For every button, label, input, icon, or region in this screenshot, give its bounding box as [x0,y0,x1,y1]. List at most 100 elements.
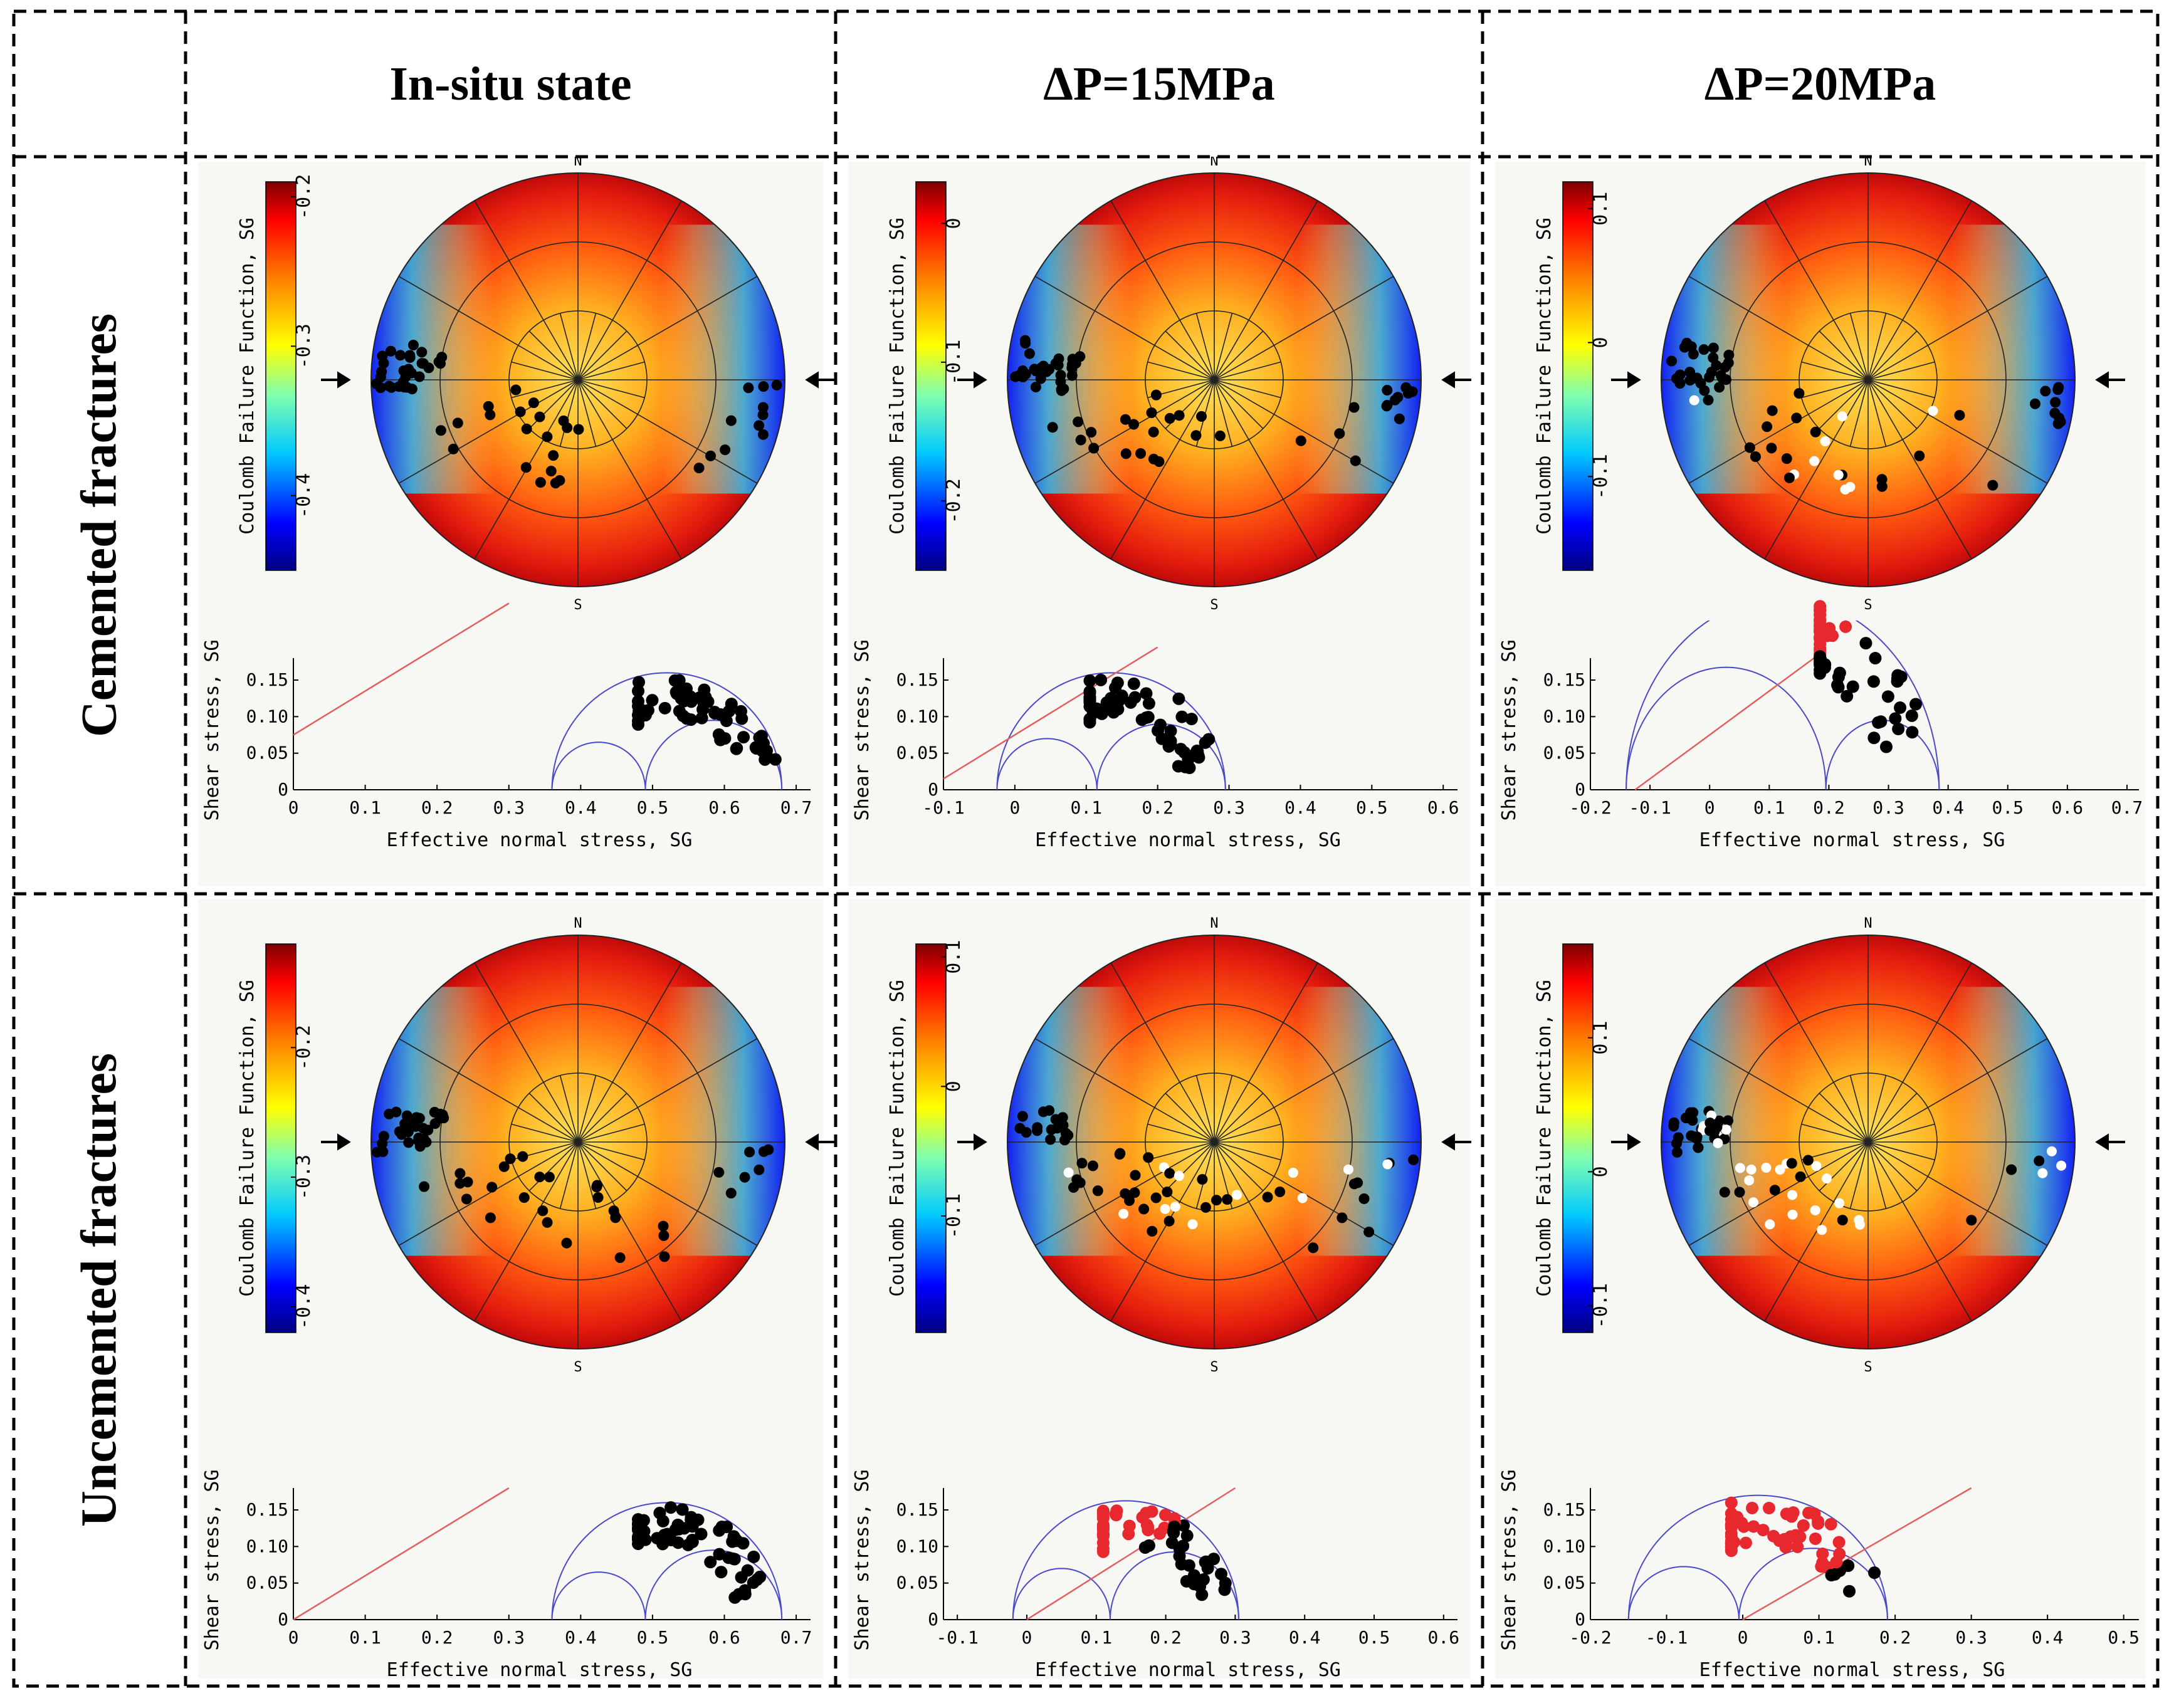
mohr-point [1824,1517,1837,1531]
fracture-pole [1017,1111,1028,1122]
failure-envelope [943,646,1158,780]
arrow-right-icon [957,371,987,389]
fracture-pole [573,424,584,435]
mohr-y-tick-label: 0 [1575,779,1585,800]
fracture-pole [1382,384,1393,396]
mohr-circle-major [1625,621,1940,790]
fracture-pole [419,1181,430,1192]
fracture-pole [659,1251,670,1262]
mohr-point [1123,1519,1136,1532]
mohr-y-tick-label: 0.10 [896,706,938,726]
mohr-x-tick-label: 0.1 [1070,797,1102,818]
fracture-pole [1274,1186,1286,1197]
mohr-y-label: Shear stress, SG [851,640,873,821]
mohr-y-tick-label: 0 [928,779,938,800]
mohr-point [1185,713,1198,726]
mohr-point [1737,1520,1750,1533]
fracture-pole [562,422,573,433]
mohr-x-tick-label: 0.3 [493,1627,525,1648]
mohr-circle-minor-right [1738,1548,1888,1620]
fracture-pole [705,450,717,461]
fracture-pole [1382,1159,1393,1170]
fracture-pole [435,425,446,436]
fracture-pole [438,1113,449,1124]
mohr-point [1096,1542,1110,1555]
fracture-pole [1021,1127,1032,1138]
mohr-x-tick-label: 0.3 [1872,797,1904,818]
mohr-point [1197,1573,1210,1586]
mohr-point [1791,1540,1804,1553]
fracture-pole [1074,1177,1086,1188]
fracture-pole [1671,1138,1683,1149]
mohr-diagram: 0 0.1 0.2 0.3 0.4 0.5 0.6 0.7 0 0.05 0.10 0.15 Effec… [201,1470,812,1681]
arrow-left-icon [805,1133,835,1151]
mohr-y-tick-label: 0.10 [1543,1536,1585,1556]
fracture-pole [1187,1219,1198,1230]
fracture-pole [1037,360,1049,372]
failure-envelope [1742,1487,1972,1621]
fracture-pole [1688,1107,1699,1118]
mohr-point [668,674,681,687]
fracture-pole [1120,414,1131,425]
fracture-pole [1114,1149,1125,1160]
fracture-pole [486,1181,498,1193]
colorbar-label: Coulomb Failure Function, SG [1533,980,1555,1297]
fracture-pole [1716,372,1728,384]
stereonet-outline [370,935,785,1349]
mohr-point [653,1506,666,1519]
south-label: S [1210,1360,1218,1375]
mohr-point [727,1552,740,1565]
fracture-pole [1746,1164,1757,1175]
fracture-pole [720,444,731,456]
fracture-pole [1834,1198,1845,1208]
mohr-point [1128,691,1142,704]
fracture-pole [2029,398,2040,409]
fracture-pole [1783,472,1795,483]
fracture-pole [1381,401,1392,412]
mohr-point [685,713,698,726]
fracture-pole [1031,365,1042,377]
colorbar [265,943,297,1333]
stereonet-outline [1007,935,1422,1349]
mohr-x-tick-label: 0.4 [565,797,597,818]
fracture-pole [1408,1154,1419,1165]
south-label: S [1864,597,1872,613]
mohr-point [673,705,686,718]
mohr-y-tick-label: 0.15 [1543,1499,1585,1520]
mohr-x-tick-label: -0.1 [922,797,964,818]
mohr-x-tick-label: 0.5 [1358,1627,1390,1648]
arrow-left-icon [2095,1133,2125,1151]
mohr-x-tick-label: 0.2 [1879,1627,1911,1648]
mohr-point [1833,666,1846,679]
fracture-pole [1735,1163,1745,1173]
arrow-left-icon [1441,371,1471,389]
mohr-point [1757,1524,1770,1537]
fracture-pole [1087,1160,1098,1171]
fracture-pole [1680,1113,1691,1124]
mohr-point [697,697,710,710]
fracture-pole [1793,388,1805,399]
mohr-plot-area [1627,1494,1888,1620]
fracture-pole [1348,402,1360,413]
fracture-pole [1348,1178,1360,1190]
south-label: S [1210,597,1218,613]
row-label-cemented: Cemented fractures [71,313,127,738]
fracture-pole [521,423,532,434]
fracture-pole [2056,1160,2067,1171]
mohr-point [632,1522,644,1535]
fracture-pole [416,347,428,358]
fracture-pole [1987,479,1998,491]
mohr-diagram: -0.1 0 0.1 0.2 0.3 0.4 0.5 0.600.050.100.15Effe… [851,1470,1459,1681]
header-dp20: ΔP=20MPa [1704,57,1936,110]
header-in-situ: In-situ state [389,57,632,110]
row2-label-cell: Uncemented fractures [14,894,186,1686]
fracture-pole [1063,1167,1074,1178]
mohr-point [1159,1509,1172,1522]
fracture-pole [535,477,546,488]
mohr-point [1906,726,1919,739]
mohr-point [1142,1524,1155,1537]
mohr-diagram: -0.1 0 0.1 0.2 0.3 0.4 0.5 0.600.050.100.15Effe… [851,640,1459,851]
mohr-x-label: Effective normal stress, SG [387,829,693,851]
fracture-pole [1337,1212,1348,1223]
